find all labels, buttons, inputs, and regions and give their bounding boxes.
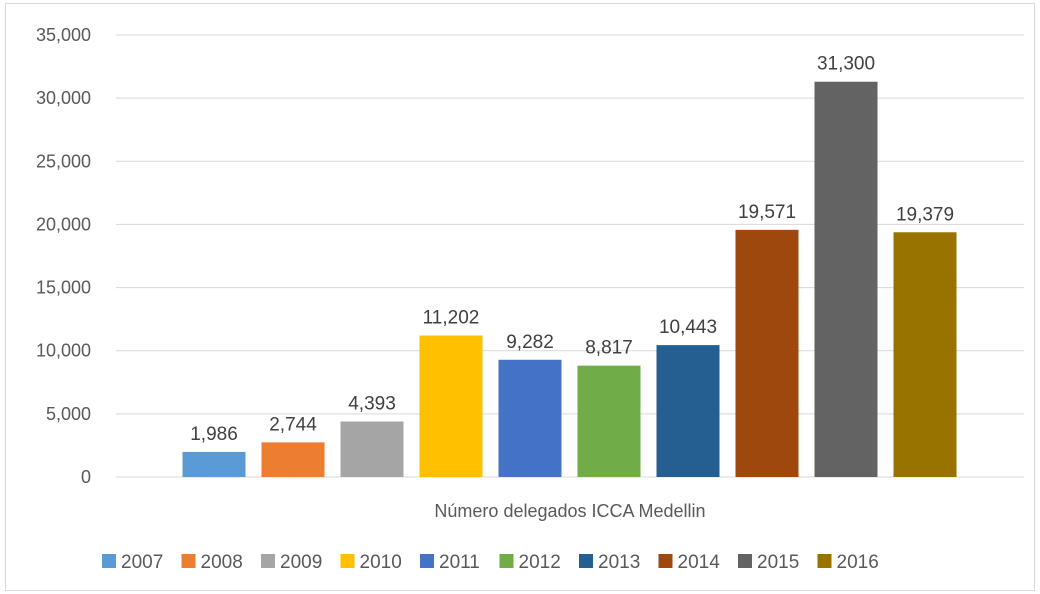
bar-2011 — [498, 359, 562, 477]
data-label-2012: 8,817 — [585, 338, 633, 359]
legend-swatch-2013 — [579, 554, 593, 568]
legend-swatch-2009 — [261, 554, 275, 568]
legend-swatch-2007 — [102, 554, 116, 568]
legend-swatch-2015 — [738, 554, 752, 568]
bar-2008 — [261, 442, 325, 477]
legend-label-2014: 2014 — [678, 552, 721, 573]
legend-swatch-2012 — [499, 554, 514, 568]
data-label-2016: 19,379 — [896, 204, 954, 225]
data-label-2010: 11,202 — [423, 308, 480, 329]
y-tick-label: 10,000 — [36, 341, 91, 361]
bar-2013 — [656, 345, 720, 477]
bar-2015 — [814, 81, 878, 478]
legend-label-2009: 2009 — [280, 552, 322, 573]
bars — [182, 81, 957, 478]
y-tick-label: 15,000 — [36, 278, 91, 298]
legend-label-2012: 2012 — [519, 552, 561, 573]
bar-2010 — [419, 335, 483, 477]
bar-2014 — [735, 229, 799, 477]
legend: 2007 2008 2009 2010 2011 2012 2013 2014 2015 2016 — [102, 552, 879, 573]
data-labels: 1,986 2,744 4,393 11,202 9,282 8,817 10,443 19,… — [190, 54, 954, 445]
bar-2016 — [893, 232, 957, 477]
x-axis: Número delegados ICCA Medellin — [434, 501, 705, 521]
gridlines — [116, 34, 1024, 478]
legend-label-2013: 2013 — [598, 552, 640, 573]
data-label-2011: 9,282 — [506, 332, 554, 353]
y-tick-label: 5,000 — [46, 404, 91, 424]
legend-swatch-2014 — [658, 554, 673, 568]
data-label-2008: 2,744 — [269, 414, 317, 435]
y-tick-label: 20,000 — [36, 214, 91, 234]
data-label-2015: 31,300 — [817, 54, 875, 75]
legend-label-2007: 2007 — [121, 552, 163, 573]
legend-swatch-2011 — [420, 554, 434, 568]
y-tick-label: 25,000 — [36, 151, 91, 171]
legend-label-2010: 2010 — [360, 552, 402, 573]
bar-2009 — [340, 421, 404, 477]
data-label-2009: 4,393 — [348, 394, 396, 415]
category-label: Número delegados ICCA Medellin — [434, 501, 705, 521]
data-label-2013: 10,443 — [659, 317, 717, 338]
y-tick-label: 35,000 — [36, 25, 91, 45]
legend-label-2011: 2011 — [439, 552, 480, 573]
data-label-2014: 19,571 — [738, 202, 796, 223]
bar-2012 — [577, 365, 641, 477]
legend-label-2015: 2015 — [757, 552, 799, 573]
legend-swatch-2016 — [817, 554, 832, 568]
y-axis: 0 5,000 10,000 15,000 20,000 25,000 30,000 35,0… — [36, 25, 91, 487]
legend-swatch-2010 — [340, 554, 355, 568]
y-tick-label: 30,000 — [36, 88, 91, 108]
legend-swatch-2008 — [181, 554, 196, 568]
y-tick-label: 0 — [81, 467, 91, 487]
bar-2007 — [182, 451, 246, 477]
legend-label-2016: 2016 — [837, 552, 879, 573]
legend-label-2008: 2008 — [201, 552, 243, 573]
data-label-2007: 1,986 — [190, 424, 238, 445]
